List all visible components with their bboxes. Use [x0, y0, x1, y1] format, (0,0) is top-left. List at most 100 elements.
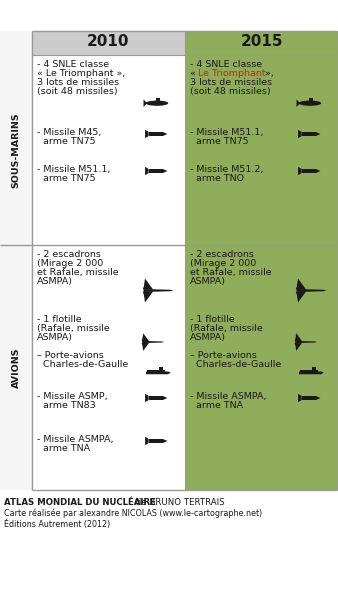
Text: »,: », [262, 69, 274, 78]
Text: SOUS-MARINS: SOUS-MARINS [11, 112, 21, 188]
Polygon shape [296, 99, 300, 107]
Text: et Rafale, missile: et Rafale, missile [37, 268, 119, 277]
Text: Charles-de-Gaulle: Charles-de-Gaulle [190, 360, 281, 369]
Polygon shape [294, 337, 298, 342]
Bar [0, 31, 32, 490]
Polygon shape [316, 396, 320, 400]
Polygon shape [145, 167, 149, 175]
Text: - 2 escadrons: - 2 escadrons [190, 250, 254, 259]
Text: 3 lots de missiles: 3 lots de missiles [37, 78, 119, 87]
Polygon shape [146, 371, 171, 375]
Text: ASMPA): ASMPA) [190, 333, 226, 342]
Text: - Missile M51.2,: - Missile M51.2, [190, 165, 263, 174]
Polygon shape [296, 279, 306, 290]
Text: arme TN83: arme TN83 [37, 401, 96, 410]
Text: - 4 SNLE classe: - 4 SNLE classe [37, 60, 109, 69]
Bar [149, 169, 163, 173]
Bar [301, 396, 316, 400]
Text: et Rafale, missile: et Rafale, missile [190, 268, 272, 277]
Bar [185, 31, 338, 490]
Bar [147, 370, 165, 372]
Text: ATLAS MONDIAL DU NUCLÉAIRE: ATLAS MONDIAL DU NUCLÉAIRE [4, 498, 156, 507]
Polygon shape [298, 130, 301, 138]
Text: Carte réalisée par alexandre NICOLAS (www.le-cartographe.net): Carte réalisée par alexandre NICOLAS (ww… [4, 509, 262, 518]
Polygon shape [143, 284, 148, 290]
Polygon shape [296, 284, 301, 290]
Bar [156, 98, 160, 101]
Bar [312, 367, 316, 370]
Text: arme TNA: arme TNA [37, 444, 90, 453]
Text: ASMPA): ASMPA) [190, 277, 226, 286]
Text: Éditions Autrement (2012): Éditions Autrement (2012) [4, 519, 110, 528]
Polygon shape [142, 341, 164, 343]
Polygon shape [163, 132, 168, 136]
Text: arme TN75: arme TN75 [37, 137, 96, 146]
Bar [301, 169, 316, 173]
Polygon shape [144, 291, 153, 303]
Text: «: « [190, 69, 199, 78]
Bar [149, 396, 163, 400]
Text: Le Triomphant: Le Triomphant [198, 69, 266, 78]
Text: (soit 48 missiles): (soit 48 missiles) [190, 87, 271, 96]
Text: ASMPA): ASMPA) [37, 333, 73, 342]
Polygon shape [316, 169, 320, 173]
Text: – Porte-avions: – Porte-avions [190, 351, 257, 360]
Text: 3 lots de missiles: 3 lots de missiles [190, 78, 272, 87]
Text: - 1 flotille: - 1 flotille [37, 315, 81, 324]
Text: arme TN75: arme TN75 [190, 137, 249, 146]
Text: - 4 SNLE classe: - 4 SNLE classe [190, 60, 262, 69]
Bar [300, 370, 318, 372]
Polygon shape [142, 333, 149, 342]
Polygon shape [163, 169, 168, 173]
Polygon shape [295, 341, 317, 343]
Text: - Missile M45,: - Missile M45, [37, 128, 101, 137]
Ellipse shape [299, 101, 321, 106]
Text: - 1 flotille: - 1 flotille [190, 315, 235, 324]
Text: - Missile ASMP,: - Missile ASMP, [37, 392, 107, 401]
Bar [32, 31, 185, 490]
Text: (Rafale, missile: (Rafale, missile [37, 324, 110, 333]
Polygon shape [298, 167, 301, 175]
Polygon shape [163, 396, 168, 400]
Polygon shape [296, 289, 327, 292]
Text: AVIONS: AVIONS [11, 347, 21, 388]
Text: - Missile ASMPA,: - Missile ASMPA, [37, 435, 114, 444]
Text: de BRUNO TERTRAIS: de BRUNO TERTRAIS [133, 498, 225, 507]
Text: - Missile M51.1,: - Missile M51.1, [190, 128, 263, 137]
Text: arme TN75: arme TN75 [37, 174, 96, 183]
Polygon shape [295, 343, 302, 351]
Bar [149, 439, 163, 443]
Text: (Rafale, missile: (Rafale, missile [190, 324, 263, 333]
Text: (Mirage 2 000: (Mirage 2 000 [190, 259, 256, 268]
Polygon shape [296, 291, 301, 296]
Text: 2010: 2010 [87, 34, 130, 49]
Bar [309, 98, 313, 101]
Text: – Porte-avions: – Porte-avions [37, 351, 104, 360]
Polygon shape [299, 371, 324, 375]
Text: - Missile M51.1,: - Missile M51.1, [37, 165, 111, 174]
Polygon shape [142, 343, 145, 346]
Text: arme TNO: arme TNO [190, 174, 244, 183]
Polygon shape [295, 333, 302, 342]
Polygon shape [296, 291, 306, 303]
Polygon shape [145, 394, 149, 402]
Polygon shape [145, 130, 149, 138]
Polygon shape [144, 289, 173, 292]
Polygon shape [143, 291, 148, 296]
Polygon shape [142, 337, 145, 342]
Polygon shape [294, 343, 298, 346]
Text: ASMPA): ASMPA) [37, 277, 73, 286]
Text: Charles-de-Gaulle: Charles-de-Gaulle [37, 360, 128, 369]
Polygon shape [144, 279, 153, 290]
Polygon shape [142, 343, 149, 351]
Polygon shape [145, 437, 149, 445]
Text: 2015: 2015 [240, 34, 283, 49]
Polygon shape [163, 439, 168, 443]
Bar [301, 132, 316, 136]
Bar [32, 31, 185, 55]
Text: (soit 48 missiles): (soit 48 missiles) [37, 87, 118, 96]
Text: arme TNA: arme TNA [190, 401, 243, 410]
Polygon shape [144, 99, 147, 107]
Text: - 2 escadrons: - 2 escadrons [37, 250, 101, 259]
Text: « Le Triomphant »,: « Le Triomphant », [37, 69, 125, 78]
